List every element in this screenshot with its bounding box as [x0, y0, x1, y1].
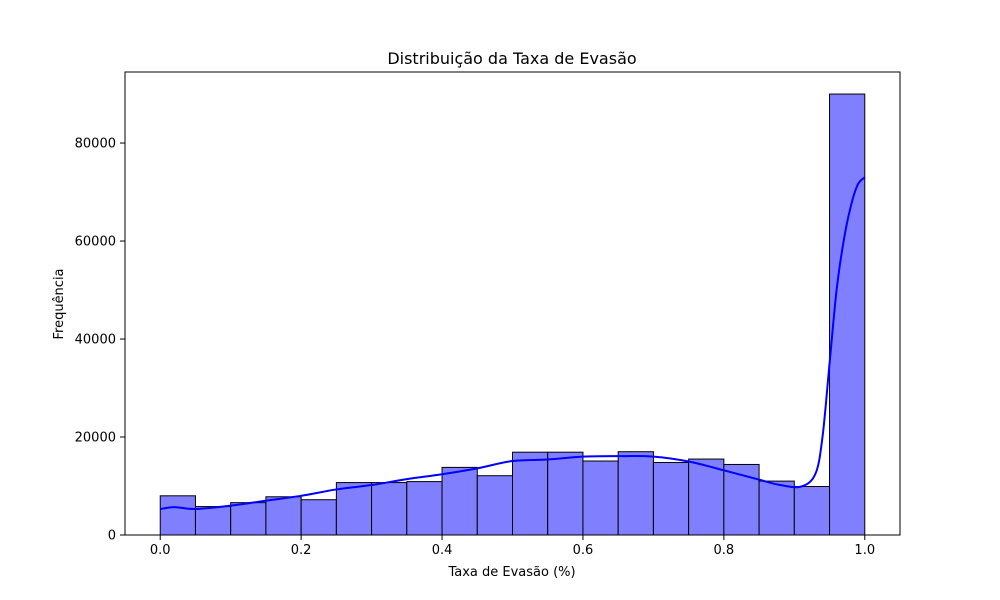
x-tick-label: 0.2 [291, 543, 312, 558]
histogram-bar [617, 451, 654, 536]
kde-line [160, 176, 866, 511]
histogram-bar [723, 463, 760, 536]
x-tick-label: 0.0 [150, 543, 171, 558]
histogram-bar [300, 499, 337, 536]
histogram-bar [582, 460, 619, 536]
histogram-bar [512, 451, 549, 536]
histogram-bar [476, 475, 514, 536]
histogram-bar [335, 482, 373, 536]
histogram-bar [230, 502, 267, 536]
x-tick-label: 0.6 [573, 543, 594, 558]
histogram-bar [829, 93, 866, 536]
histogram-bar [159, 495, 196, 536]
x-tick-label: 0.4 [432, 543, 453, 558]
axes-frame [124, 71, 901, 536]
y-tick-label: 40000 [75, 333, 116, 348]
histogram-bar [688, 458, 725, 536]
y-axis-label: Frequência [52, 268, 67, 339]
histogram-bar [194, 506, 232, 536]
histogram-bar [406, 481, 443, 536]
x-axis-label: Taxa de Evasão (%) [447, 565, 575, 580]
histogram-bar [265, 496, 302, 536]
y-tick-label: 20000 [75, 431, 116, 446]
bars-group [159, 93, 866, 536]
histogram-bar [441, 466, 478, 536]
y-axis: 0 20000 40000 60000 80000 [75, 137, 125, 544]
histogram-bar [547, 451, 584, 536]
x-tick-label: 0.8 [714, 543, 735, 558]
histogram-bar [652, 461, 690, 536]
histogram-bar [793, 485, 831, 536]
x-axis: 0.0 0.2 0.4 0.6 0.8 1.0 [150, 535, 875, 558]
histogram-bar [371, 482, 408, 536]
x-tick-label: 1.0 [854, 543, 875, 558]
y-tick-label: 60000 [75, 235, 116, 250]
y-tick-label: 0 [108, 529, 116, 544]
histogram-bar [758, 480, 795, 536]
chart-title: Distribuição da Taxa de Evasão [387, 49, 636, 68]
y-tick-label: 80000 [75, 137, 116, 152]
